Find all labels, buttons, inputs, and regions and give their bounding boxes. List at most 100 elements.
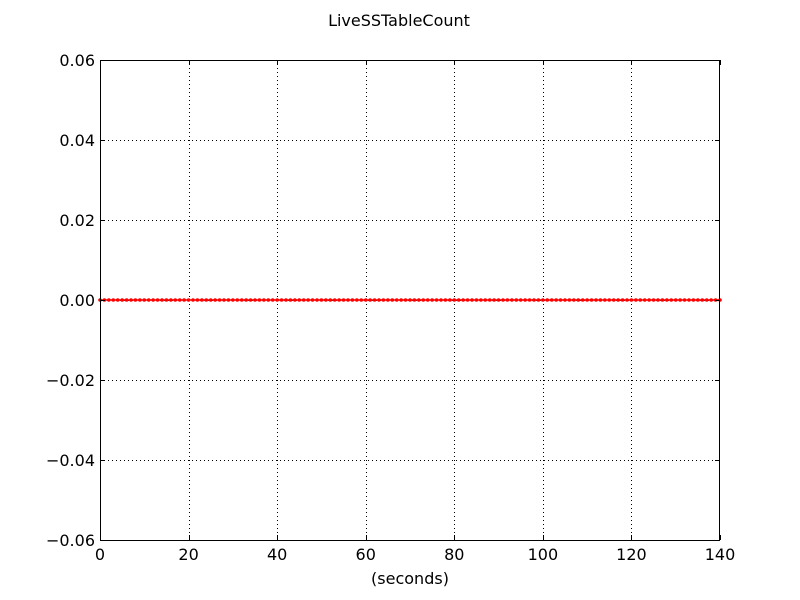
data-point bbox=[129, 298, 133, 302]
data-point bbox=[377, 298, 381, 302]
data-point bbox=[226, 298, 231, 302]
data-point bbox=[213, 298, 217, 302]
data-point bbox=[518, 298, 523, 302]
data-point bbox=[510, 298, 514, 302]
data-point bbox=[222, 298, 226, 302]
data-point bbox=[111, 298, 116, 302]
y-tick-label: 0.02 bbox=[59, 211, 95, 230]
data-point bbox=[709, 298, 713, 302]
data-point bbox=[651, 298, 656, 302]
data-point bbox=[704, 298, 709, 302]
data-point bbox=[638, 298, 643, 302]
data-point bbox=[487, 298, 492, 302]
data-point bbox=[270, 298, 275, 302]
data-point bbox=[266, 298, 271, 302]
data-point bbox=[656, 298, 660, 302]
data-point bbox=[288, 298, 293, 302]
data-point bbox=[319, 298, 324, 302]
data-point bbox=[532, 298, 536, 302]
data-point bbox=[403, 298, 408, 302]
data-point bbox=[155, 298, 160, 302]
data-point bbox=[204, 298, 209, 302]
series-layer bbox=[98, 298, 722, 302]
data-point bbox=[673, 298, 678, 302]
data-point bbox=[186, 298, 191, 302]
data-point bbox=[691, 298, 696, 302]
x-tick-label: 40 bbox=[267, 545, 287, 564]
data-point bbox=[669, 298, 674, 302]
data-point bbox=[248, 298, 253, 302]
data-point bbox=[452, 298, 457, 302]
data-point bbox=[616, 298, 620, 302]
data-point bbox=[315, 298, 319, 302]
data-point bbox=[341, 298, 346, 302]
y-tick-label: −0.06 bbox=[46, 531, 95, 550]
data-point bbox=[133, 298, 138, 302]
x-tick-label: 20 bbox=[178, 545, 198, 564]
x-tick-labels: 0 20 40 60 80 100 120 140 bbox=[95, 545, 735, 564]
data-point bbox=[363, 298, 368, 302]
data-point bbox=[279, 298, 284, 302]
data-point bbox=[164, 298, 169, 302]
data-point bbox=[310, 298, 315, 302]
data-point bbox=[456, 298, 461, 302]
y-tick-label: 0.00 bbox=[59, 291, 95, 310]
data-point bbox=[372, 298, 377, 302]
y-tick-label: −0.02 bbox=[46, 371, 95, 390]
y-tick-label: −0.04 bbox=[46, 451, 95, 470]
data-point bbox=[665, 298, 669, 302]
data-point bbox=[594, 298, 598, 302]
data-point bbox=[355, 298, 359, 302]
data-point bbox=[350, 298, 355, 302]
data-point bbox=[700, 298, 705, 302]
data-point bbox=[514, 298, 519, 302]
data-point bbox=[492, 298, 496, 302]
data-point bbox=[386, 298, 390, 302]
data-point bbox=[195, 298, 200, 302]
y-tick-label: 0.06 bbox=[59, 51, 95, 70]
data-point bbox=[687, 298, 691, 302]
data-point bbox=[284, 298, 288, 302]
data-point bbox=[620, 298, 625, 302]
data-point bbox=[434, 298, 439, 302]
data-point bbox=[200, 298, 204, 302]
data-point bbox=[332, 298, 337, 302]
data-point bbox=[124, 298, 129, 302]
data-point bbox=[549, 298, 554, 302]
data-point bbox=[554, 298, 558, 302]
data-point bbox=[580, 298, 585, 302]
data-point bbox=[572, 298, 576, 302]
data-point bbox=[576, 298, 581, 302]
y-tick-labels: −0.06 −0.04 −0.02 0.00 0.02 0.04 0.06 bbox=[46, 51, 95, 550]
data-point bbox=[120, 298, 124, 302]
data-point bbox=[461, 298, 465, 302]
data-point bbox=[231, 298, 235, 302]
data-point bbox=[239, 298, 244, 302]
series-line bbox=[98, 298, 722, 302]
x-tick-label: 0 bbox=[95, 545, 105, 564]
data-point bbox=[589, 298, 594, 302]
data-point bbox=[585, 298, 589, 302]
data-point bbox=[647, 298, 651, 302]
data-point bbox=[160, 298, 164, 302]
data-point bbox=[244, 298, 248, 302]
data-point bbox=[301, 298, 306, 302]
data-point bbox=[115, 298, 120, 302]
data-point bbox=[611, 298, 616, 302]
data-point bbox=[381, 298, 386, 302]
x-tick-label: 80 bbox=[444, 545, 464, 564]
data-point bbox=[368, 298, 372, 302]
data-point bbox=[603, 298, 607, 302]
data-point bbox=[567, 298, 572, 302]
data-point bbox=[523, 298, 527, 302]
data-point bbox=[642, 298, 647, 302]
data-point bbox=[235, 298, 240, 302]
data-point bbox=[439, 298, 443, 302]
data-point bbox=[297, 298, 302, 302]
data-point bbox=[390, 298, 395, 302]
data-point bbox=[394, 298, 399, 302]
data-point bbox=[208, 298, 213, 302]
data-point bbox=[146, 298, 151, 302]
data-point bbox=[474, 298, 479, 302]
